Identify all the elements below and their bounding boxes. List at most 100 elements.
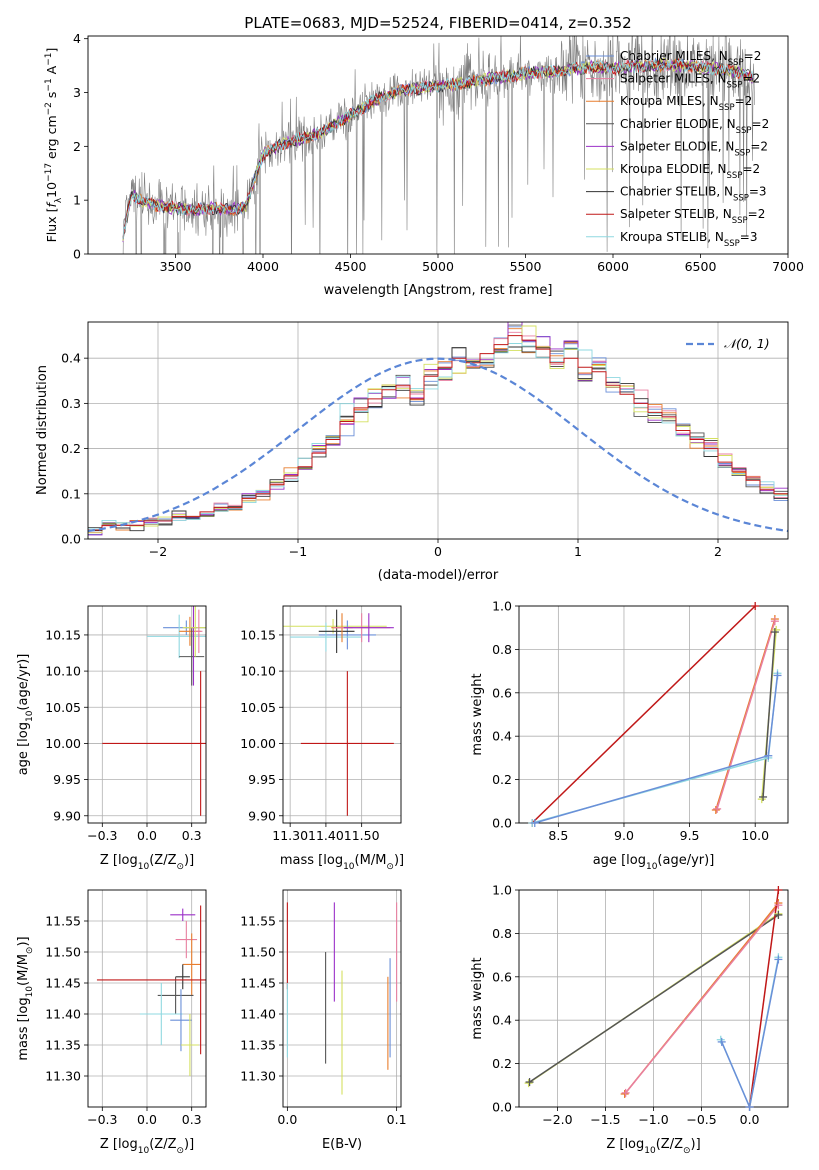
x-tick-label: −0.3 xyxy=(87,1112,117,1127)
errorbar-kroupa_miles xyxy=(182,933,201,996)
y-tick-label: 10.15 xyxy=(240,627,276,642)
y-tick-label: 11.45 xyxy=(240,976,276,991)
errorbar-salpeter_stelib xyxy=(102,671,206,816)
plot-area xyxy=(88,322,788,536)
errorbar-kroupa_elodie xyxy=(182,606,206,657)
errorbar-chabrier_miles xyxy=(170,989,192,1052)
weight-marker-chabrier_miles xyxy=(530,819,539,827)
x-tick-label: −0.5 xyxy=(686,1112,716,1127)
x-tick-label: 2 xyxy=(714,544,722,559)
plot-area xyxy=(531,606,779,823)
weight-line-salpeter_miles xyxy=(716,620,776,810)
y-tick-label: 10.05 xyxy=(45,700,81,715)
x-tick-label: −2 xyxy=(149,544,167,559)
y-tick-label: 0.0 xyxy=(492,816,512,831)
y-tick-label: 9.90 xyxy=(248,808,276,823)
x-axis-label: (data-model)/error xyxy=(378,568,499,583)
x-tick-label: 9.5 xyxy=(680,828,700,843)
y-tick-label: 4 xyxy=(73,31,81,46)
panel-age-vs-Z: −0.3 0.0 0.3 9.90 9.95 10.00 10.05 10.10 10.15 Z … xyxy=(16,605,207,872)
errorbar-salpeter_stelib xyxy=(300,671,394,816)
errorbar-salpeter_elodie xyxy=(170,908,196,921)
errorbar-kroupa_stelib xyxy=(147,614,206,659)
x-tick-label: −1.0 xyxy=(638,1112,668,1127)
y-axis-label: mass weight xyxy=(470,673,485,755)
legend-spectrum: Chabrier MILES, NSSP=2 Salpeter MILES, NS… xyxy=(586,49,769,249)
y-axis-label: Flux [fλ10−17 erg cm−2 s−1 A−1] xyxy=(44,48,64,243)
y-axis-label: mass [log10(M/M⊙)] xyxy=(16,936,35,1060)
y-tick-label: 0.2 xyxy=(492,772,512,787)
x-tick-label: 11.50 xyxy=(344,828,380,843)
x-tick-label: 0.0 xyxy=(137,1112,157,1127)
errorbar-salpeter_miles xyxy=(175,921,198,959)
weight-marker-kroupa_elodie xyxy=(524,1079,533,1088)
figure-title: PLATE=0683, MJD=52524, FIBERID=0414, z=0… xyxy=(244,14,631,32)
x-tick-label: 6000 xyxy=(597,259,629,274)
y-tick-label: 3 xyxy=(73,85,81,100)
weight-marker-chabrier_elodie xyxy=(770,628,779,637)
y-tick-label: 0.3 xyxy=(61,396,81,411)
errorbar-salpeter_miles xyxy=(195,609,203,654)
y-tick-label: 0.4 xyxy=(492,729,512,744)
y-tick-label: 11.50 xyxy=(45,945,81,960)
axes-frame xyxy=(87,35,789,255)
y-tick-label: 11.35 xyxy=(240,1038,276,1053)
axes-frame xyxy=(282,605,402,824)
legend-entry: Kroupa ELODIE, NSSP=2 xyxy=(620,162,760,181)
errorbar-chabrier_stelib xyxy=(318,609,355,654)
x-tick-label: −1.5 xyxy=(590,1112,620,1127)
y-axis-label: mass weight xyxy=(470,957,485,1039)
x-tick-label: 0.0 xyxy=(137,828,157,843)
weight-marker-chabrier_elodie xyxy=(525,1078,534,1087)
weight-marker-chabrier_miles xyxy=(773,671,782,680)
y-tick-label: 0.4 xyxy=(492,1013,512,1028)
y-tick-label: 11.35 xyxy=(45,1038,81,1053)
y-tick-label: 10.05 xyxy=(240,700,276,715)
y-tick-label: 10.00 xyxy=(240,736,276,751)
x-tick-label: 4000 xyxy=(247,259,279,274)
panels: 3500 4000 4500 5000 5500 6000 6500 7000 0 1 2 3 4 Cha… xyxy=(16,31,804,1156)
y-tick-label: 9.95 xyxy=(248,772,276,787)
errorbar-kroupa_stelib xyxy=(139,983,183,1045)
x-axis-label: Z [log10(Z/Z⊙)] xyxy=(100,1137,194,1156)
weight-marker-chabrier_miles xyxy=(774,955,783,964)
legend-entry: Chabrier ELODIE, NSSP=2 xyxy=(620,117,769,136)
gaussian-curve xyxy=(88,357,788,533)
axes-frame xyxy=(87,605,207,824)
plot-area xyxy=(96,905,206,1076)
weight-line-kroupa_stelib xyxy=(531,673,779,823)
x-tick-label: 0.0 xyxy=(740,1112,760,1127)
legend-entry: Kroupa STELIB, NSSP=3 xyxy=(620,230,758,249)
x-axis-label: age [log10(age/yr)] xyxy=(593,853,715,872)
x-tick-label: 5000 xyxy=(422,259,454,274)
weight-marker-chabrier_miles xyxy=(745,1103,754,1111)
y-tick-label: 0.8 xyxy=(492,926,512,941)
errorbar-chabrier_miles xyxy=(318,620,376,650)
legend-entry: Chabrier STELIB, NSSP=3 xyxy=(620,185,767,204)
y-tick-label: 11.55 xyxy=(45,914,81,929)
x-tick-label: 10.0 xyxy=(741,828,769,843)
errorbar-kroupa_stelib xyxy=(290,622,362,652)
y-tick-label: 10.00 xyxy=(45,736,81,751)
y-tick-label: 11.30 xyxy=(240,1069,276,1084)
y-tick-label: 9.95 xyxy=(53,772,81,787)
weight-line-chabrier_elodie xyxy=(529,914,779,1083)
y-tick-label: 0.8 xyxy=(492,642,512,657)
y-tick-label: 11.50 xyxy=(240,945,276,960)
panel-age-vs-mass: 11.30 11.40 11.50 9.90 9.95 10.00 10.05 10.10 10… xyxy=(240,605,404,872)
model-line-chabrier_stelib xyxy=(122,58,754,239)
hist-kroupa_stelib xyxy=(88,343,788,530)
legend-entry: Salpeter ELODIE, NSSP=2 xyxy=(620,139,768,158)
y-tick-label: 9.90 xyxy=(53,808,81,823)
errorbar-salpeter_elodie xyxy=(343,613,394,643)
y-tick-label: 11.40 xyxy=(240,1007,276,1022)
legend-entry: Kroupa MILES, NSSP=2 xyxy=(620,94,752,113)
x-axis-label: wavelength [Angstrom, rest frame] xyxy=(324,283,553,298)
y-tick-label: 0.2 xyxy=(492,1056,512,1071)
x-tick-label: 0.1 xyxy=(387,1112,407,1127)
x-tick-label: 9.0 xyxy=(614,828,634,843)
legend-entry: Salpeter STELIB, NSSP=2 xyxy=(620,207,765,226)
weight-marker-chabrier_miles xyxy=(764,751,773,760)
y-tick-label: 10.10 xyxy=(240,664,276,679)
